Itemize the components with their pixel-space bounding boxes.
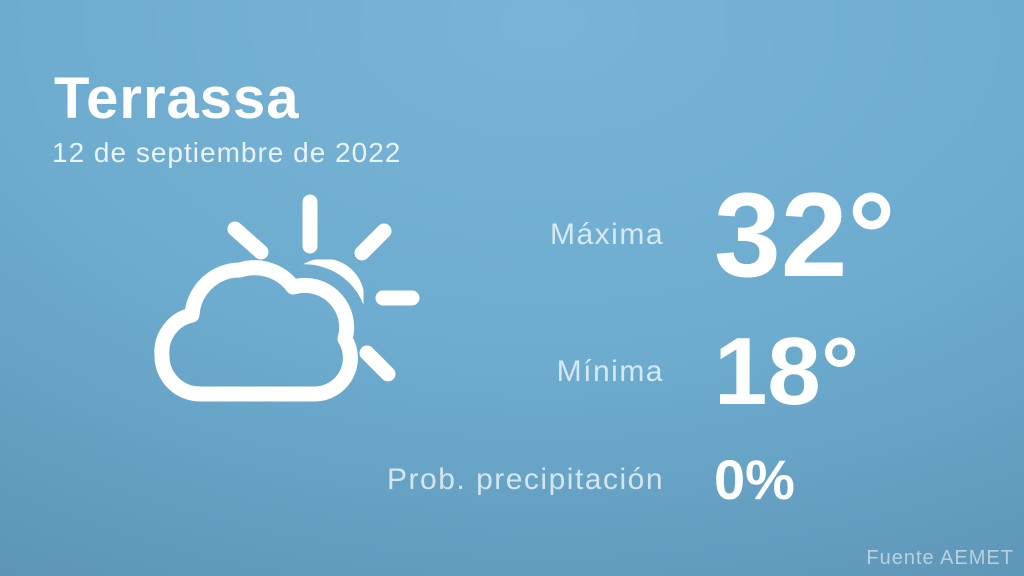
metric-value-precipitation: 0%: [714, 448, 795, 512]
metric-row-minima: Mínima 18°: [0, 312, 1024, 432]
location-title: Terrassa: [54, 66, 300, 131]
location-header: Terrassa 12 de septiembre de 2022: [52, 70, 401, 169]
sun-disc: [283, 258, 365, 340]
forecast-date: 12 de septiembre de 2022: [52, 137, 402, 168]
metric-row-precipitation: Prob. precipitación 0%: [0, 442, 1024, 518]
cloud-outline: [154, 260, 358, 402]
sun-ray-upper-left: [227, 221, 269, 260]
metric-value-minima: 18°: [714, 318, 860, 426]
sun-ray-upper-right: [354, 223, 392, 261]
metric-value-maxima: 32°: [714, 168, 896, 302]
metric-label-maxima: Máxima: [549, 218, 664, 251]
metric-row-maxima: Máxima 32°: [0, 160, 1024, 310]
metric-label-precipitation: Prob. precipitación: [387, 463, 664, 496]
source-credit: Fuente AEMET: [866, 547, 1014, 569]
metric-label-minima: Mínima: [556, 355, 664, 388]
sun-behind-cloud-icon: [150, 193, 420, 413]
sun-ray-lower-right: [359, 345, 396, 382]
